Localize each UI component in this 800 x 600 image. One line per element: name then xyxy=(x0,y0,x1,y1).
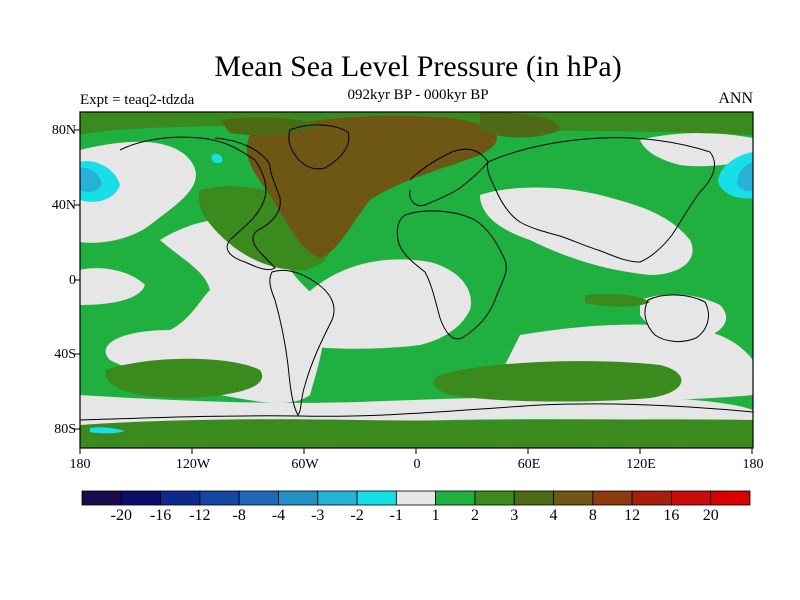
lon-label-180e: 180 xyxy=(742,457,764,472)
lon-label-0: 0 xyxy=(413,457,421,472)
colorbar-swatch-5 xyxy=(278,490,319,506)
colorbar-swatch-3 xyxy=(199,490,240,506)
colorbar-label: -8 xyxy=(232,507,246,524)
field-neutral-australia xyxy=(640,294,727,339)
colorbar-swatch-14 xyxy=(631,490,672,506)
colorbar-swatch-16 xyxy=(710,490,751,506)
field-pos4-greenland xyxy=(220,117,320,136)
coast-south-america xyxy=(269,269,335,416)
colorbar-label: 12 xyxy=(624,507,641,524)
colorbar-swatch-10 xyxy=(474,490,515,506)
map-subtitle: 092kyr BP - 000kyr BP xyxy=(347,87,489,103)
colorbar-swatch-4 xyxy=(238,490,279,506)
colorbar-label: -16 xyxy=(149,507,172,524)
coast-asia xyxy=(487,137,715,263)
coast-north-america xyxy=(119,136,281,271)
coastlines xyxy=(80,124,753,421)
lon-label-180w: 180 xyxy=(69,457,91,472)
lon-label-120w: 120W xyxy=(175,457,211,472)
colorbar-label: 20 xyxy=(702,507,719,524)
colorbar-swatch-11 xyxy=(513,490,554,506)
colorbar xyxy=(81,490,751,506)
colorbar-swatch-9 xyxy=(435,490,476,506)
field-neutral-npacific-west xyxy=(640,133,753,167)
lat-label-80n: 80N xyxy=(51,123,76,138)
field-pos3-antarctic xyxy=(80,419,753,448)
field-neg1-canada xyxy=(211,153,223,164)
colorbar-label: -4 xyxy=(271,507,286,524)
colorbar-swatch-7 xyxy=(356,490,397,506)
field-neutral-satlantic xyxy=(300,259,471,349)
colorbar-swatch-6 xyxy=(317,490,358,506)
experiment-label: Expt = teaq2-tdzda xyxy=(80,92,195,108)
colorbar-swatch-12 xyxy=(553,490,594,506)
field-neg1-antarctic xyxy=(90,427,125,434)
lat-label-0: 0 xyxy=(69,273,76,288)
colorbar-label: -1 xyxy=(389,507,403,524)
lon-label-60w: 60W xyxy=(291,457,319,472)
field-neutral-npacific xyxy=(80,141,196,243)
field-neutral-cpacific xyxy=(80,268,145,305)
colorbar-label: -12 xyxy=(189,507,211,524)
colorbar-label: 4 xyxy=(549,507,558,524)
colorbar-swatch-0 xyxy=(81,490,122,506)
lat-label-40n: 40N xyxy=(51,198,76,213)
coast-australia xyxy=(644,294,709,343)
colorbar-swatch-2 xyxy=(160,490,201,506)
colorbar-label: 1 xyxy=(431,507,440,524)
colorbar-label: -2 xyxy=(350,507,364,524)
colorbar-swatch-15 xyxy=(671,490,712,506)
field-pos8-northatlantic xyxy=(246,115,497,258)
colorbar-swatch-13 xyxy=(592,490,633,506)
colorbar-swatch-8 xyxy=(395,490,437,506)
coast-europe xyxy=(409,148,489,207)
field-pos4-siberia xyxy=(480,112,560,138)
field-neg2-pacific-west xyxy=(737,162,753,192)
field-neutral-asia xyxy=(480,187,693,275)
axis-ticks xyxy=(74,129,753,454)
colorbar-label: 2 xyxy=(470,507,479,524)
lon-label-60e: 60E xyxy=(517,457,541,472)
coast-antarctica xyxy=(80,403,753,421)
colorbar-label: 8 xyxy=(588,507,597,524)
coast-greenland xyxy=(288,124,350,170)
lat-label-80s: 80S xyxy=(54,422,76,437)
colorbar-swatch-1 xyxy=(120,490,161,506)
colorbar-label: -20 xyxy=(110,507,132,524)
lon-label-120e: 120E xyxy=(626,457,656,472)
pressure-field xyxy=(80,112,753,448)
colorbar-label: 3 xyxy=(510,507,519,524)
colorbar-label: 16 xyxy=(663,507,680,524)
field-pos3-spacific xyxy=(105,358,263,398)
colorbar-label: -3 xyxy=(311,507,325,524)
field-pos3-sindian xyxy=(433,361,682,402)
lat-label-40s: 40S xyxy=(54,347,76,362)
season-label: ANN xyxy=(718,90,753,107)
field-pos3-indian xyxy=(585,293,650,307)
field-neg2-pacific-east xyxy=(80,167,102,192)
coast-africa xyxy=(396,210,507,340)
map-title: Mean Sea Level Pressure (in hPa) xyxy=(214,50,622,83)
